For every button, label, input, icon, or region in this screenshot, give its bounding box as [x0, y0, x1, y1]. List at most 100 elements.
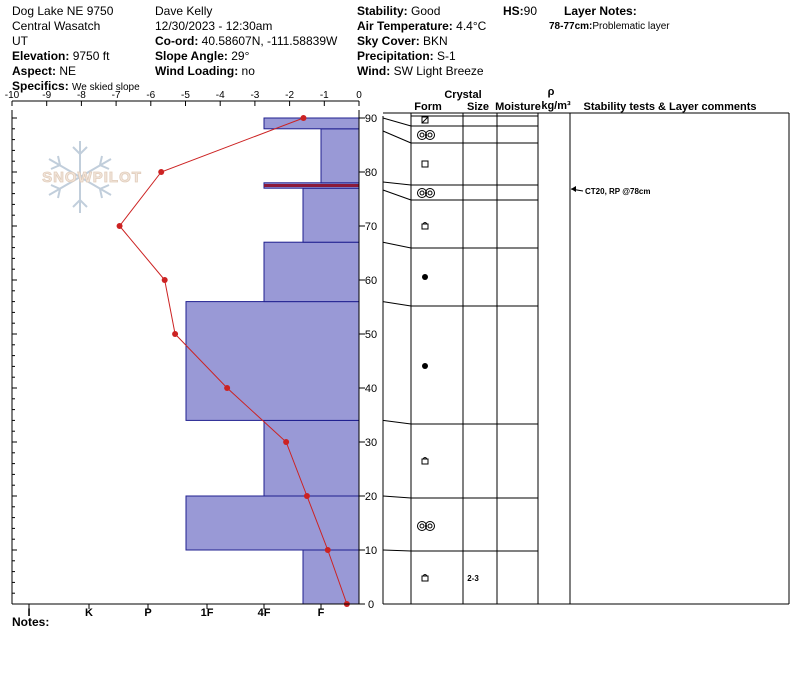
- form-header: Form: [414, 101, 442, 113]
- plot-frame: [11, 110, 360, 605]
- logo-text: SNOWPILOT: [42, 169, 142, 186]
- location-name: Dog Lake NE 9750: [12, 4, 114, 18]
- table-connector: [382, 117, 412, 127]
- precip-symbol-icon: [422, 274, 428, 280]
- facet-shape: [421, 223, 429, 230]
- elevation: Elevation: 9750 ft: [12, 49, 110, 63]
- observation-datetime: 12/30/2023 - 12:30am: [155, 19, 273, 33]
- stability-test-text: CT20, RP @78cm: [585, 187, 650, 196]
- temperature-point: [161, 277, 168, 283]
- header-middle: Dave Kelly 12/30/2023 - 12:30am Co-ord: …: [155, 4, 337, 79]
- temperature-point: [158, 169, 165, 175]
- temperature-point: [303, 493, 310, 499]
- layer-bar: [320, 128, 360, 184]
- graupel-ring: [425, 188, 435, 198]
- dot-shape: [422, 274, 428, 280]
- crystal-size-value: 2-3: [467, 574, 479, 583]
- graupel-inner: [419, 523, 425, 529]
- hardness-tick-label: K: [85, 607, 93, 619]
- graupel-inner: [419, 190, 425, 196]
- temp-tick-label: -3: [250, 90, 259, 101]
- depth-tick-label: 50: [365, 329, 377, 341]
- precip-symbol-icon: [422, 363, 428, 369]
- temp-tick-label: -1: [320, 90, 329, 101]
- depth-axis: 0 10 20 30 40 50 60 70 80 90: [12, 113, 377, 611]
- temperature-axis: -10 -9 -8 -7 -6 -5 -4 -3 -2 -1 0: [5, 90, 362, 106]
- temp-tick-label: -2: [285, 90, 294, 101]
- facet-shape: [421, 575, 429, 582]
- depth-tick-label: 40: [365, 383, 377, 395]
- graupel-inner: [427, 190, 433, 196]
- temp-tick-label: -10: [5, 90, 20, 101]
- air-temperature: Air Temperature: 4.4°C: [357, 19, 487, 33]
- temperature-point: [300, 115, 307, 121]
- hardness-tick-label: P: [144, 607, 151, 619]
- square-shape: [421, 160, 429, 168]
- graupel-symbol-icon: [417, 188, 435, 198]
- crystal-header: Crystal: [444, 89, 481, 101]
- depth-tick-label: 0: [368, 599, 374, 611]
- depth-tick-label: 70: [365, 221, 377, 233]
- temp-tick-label: -4: [216, 90, 225, 101]
- layer-notes-title: Layer Notes:: [564, 4, 637, 18]
- graupel-inner: [419, 132, 425, 138]
- size-header: Size: [467, 101, 489, 113]
- problematic-layer-marker: [264, 184, 359, 187]
- table-connector: [382, 495, 412, 499]
- temperature-line: [118, 117, 348, 605]
- layer-bar: [185, 495, 360, 551]
- header-left: Dog Lake NE 9750 Central Wasatch UT Elev…: [12, 4, 140, 95]
- header-weather: Stability: Good Air Temperature: 4.4°C S…: [357, 4, 486, 79]
- table-connector: [382, 189, 412, 201]
- temp-tick-label: -6: [146, 90, 155, 101]
- graupel-symbol-icon: [417, 130, 435, 140]
- hardness-axis: I K P 1F 4F F: [27, 604, 325, 619]
- observer-name: Dave Kelly: [155, 4, 213, 18]
- temperature-profile: [116, 115, 350, 607]
- facet-top: [422, 457, 428, 460]
- layer-bar: [185, 301, 360, 421]
- hardness-tick-label: I: [27, 607, 30, 619]
- graupel-ring: [425, 130, 435, 140]
- slope-angle: Slope Angle: 29°: [155, 49, 250, 63]
- stability-comments-header: Stability tests & Layer comments: [583, 101, 756, 113]
- snowpilot-logo: SNOWPILOT: [42, 141, 142, 213]
- facet-symbol-icon: [421, 457, 429, 465]
- table-connector: [382, 181, 412, 186]
- hardness-tick-label: F: [318, 607, 325, 619]
- temperature-point: [324, 547, 331, 553]
- hardness-tick-label: 1F: [201, 607, 214, 619]
- table-connector: [382, 130, 412, 144]
- temp-tick-label: -7: [112, 90, 121, 101]
- facet-top: [422, 222, 428, 225]
- temp-tick-label: -8: [77, 90, 86, 101]
- sky-cover: Sky Cover: BKN: [357, 34, 448, 48]
- density-header: kg/m³: [541, 100, 571, 112]
- state: UT: [12, 34, 28, 48]
- layer-bar: [263, 241, 360, 303]
- hardness-tick-label: 4F: [258, 607, 271, 619]
- dot-shape: [422, 363, 428, 369]
- layer-notes: Layer Notes: 78-77cm:Problematic layer: [549, 4, 670, 34]
- temp-tick-label: -9: [42, 90, 51, 101]
- moisture-header: Moisture: [495, 101, 541, 113]
- specifics: Specifics: We skied slope: [12, 79, 140, 93]
- temp-tick-label: -5: [181, 90, 190, 101]
- depth-tick-label: 90: [365, 113, 377, 125]
- table-connector: [382, 419, 412, 425]
- surface-box: [421, 116, 429, 124]
- layer-bar: [263, 419, 360, 497]
- table-connector: [382, 301, 412, 307]
- wind-loading: Wind Loading: no: [155, 64, 255, 78]
- facet-shape: [421, 458, 429, 465]
- graupel-ring: [417, 188, 427, 198]
- temperature-point: [172, 331, 179, 337]
- stability: Stability: Good: [357, 4, 441, 18]
- temperature-point: [283, 439, 290, 445]
- graupel-ring: [425, 521, 435, 531]
- graupel-inner: [427, 523, 433, 529]
- surface-symbol-icon: [421, 116, 429, 124]
- rho-header: ρ: [548, 86, 555, 98]
- facet-symbol-icon: [421, 222, 429, 230]
